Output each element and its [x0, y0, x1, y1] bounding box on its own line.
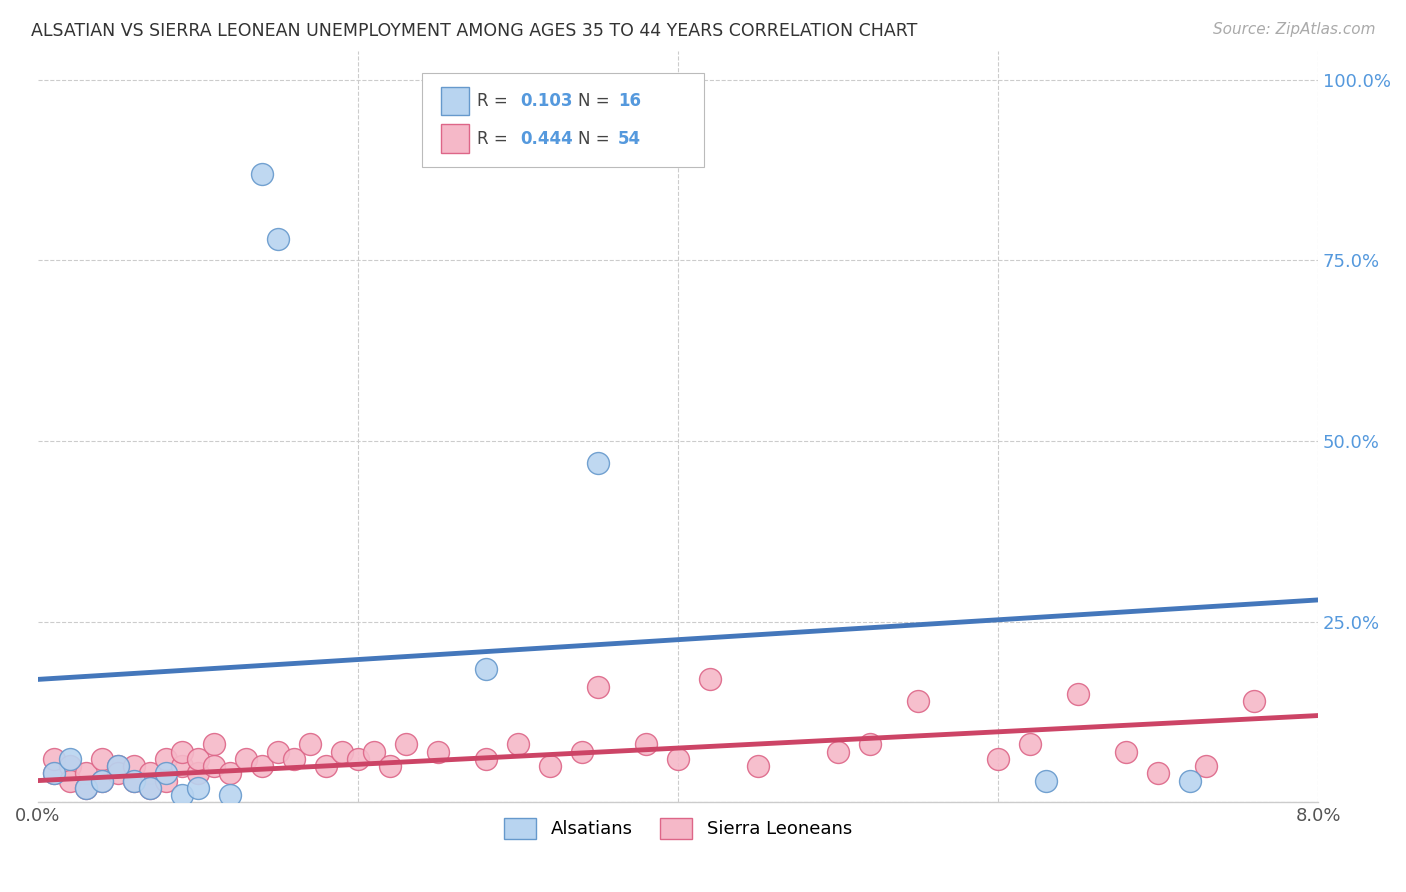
Point: [75, 780, 97, 795]
Point: [155, 766, 177, 780]
Point: [538, 759, 561, 773]
Point: [426, 745, 449, 759]
Point: [699, 673, 721, 687]
Text: ALSATIAN VS SIERRA LEONEAN UNEMPLOYMENT AMONG AGES 35 TO 44 YEARS CORRELATION CH: ALSATIAN VS SIERRA LEONEAN UNEMPLOYMENT …: [31, 22, 917, 40]
Point: [250, 759, 273, 773]
Text: 16: 16: [617, 92, 641, 110]
Point: [218, 788, 240, 802]
Point: [506, 738, 529, 752]
Point: [59, 773, 82, 788]
Point: [90, 752, 112, 766]
Point: [90, 773, 112, 788]
Point: [1147, 766, 1170, 780]
Point: [59, 752, 82, 766]
Point: [859, 738, 882, 752]
Point: [75, 780, 97, 795]
Point: [363, 745, 385, 759]
Text: 0.103: 0.103: [520, 92, 572, 110]
Point: [202, 759, 225, 773]
Point: [1067, 687, 1090, 701]
Point: [666, 752, 689, 766]
Text: Source: ZipAtlas.com: Source: ZipAtlas.com: [1212, 22, 1375, 37]
Point: [315, 759, 337, 773]
Bar: [441, 87, 470, 115]
Point: [42, 766, 65, 780]
Point: [346, 752, 368, 766]
FancyBboxPatch shape: [422, 73, 703, 167]
Point: [235, 752, 257, 766]
Point: [202, 738, 225, 752]
Point: [283, 752, 305, 766]
Point: [571, 745, 593, 759]
Point: [1243, 694, 1265, 708]
Point: [267, 231, 290, 245]
Point: [250, 167, 273, 181]
Point: [122, 773, 145, 788]
Point: [90, 773, 112, 788]
Point: [827, 745, 849, 759]
Point: [107, 759, 129, 773]
Point: [138, 766, 160, 780]
Point: [586, 456, 609, 470]
Text: 54: 54: [617, 129, 641, 147]
Point: [170, 788, 193, 802]
Point: [155, 773, 177, 788]
Point: [330, 745, 353, 759]
Text: R =: R =: [477, 92, 513, 110]
Text: R =: R =: [477, 129, 513, 147]
Point: [475, 662, 498, 676]
Point: [1115, 745, 1137, 759]
Point: [747, 759, 769, 773]
Point: [1035, 773, 1057, 788]
Point: [170, 759, 193, 773]
Point: [42, 766, 65, 780]
Point: [298, 738, 321, 752]
Point: [42, 752, 65, 766]
Point: [107, 766, 129, 780]
Point: [987, 752, 1010, 766]
Text: N =: N =: [578, 92, 614, 110]
Point: [586, 680, 609, 694]
Point: [122, 773, 145, 788]
Point: [475, 752, 498, 766]
Point: [218, 766, 240, 780]
Point: [1019, 738, 1042, 752]
Point: [59, 759, 82, 773]
Point: [138, 780, 160, 795]
Point: [378, 759, 401, 773]
Point: [122, 759, 145, 773]
Point: [138, 780, 160, 795]
Point: [75, 766, 97, 780]
Legend: Alsatians, Sierra Leoneans: Alsatians, Sierra Leoneans: [496, 811, 859, 846]
Point: [187, 766, 209, 780]
Point: [187, 780, 209, 795]
Text: N =: N =: [578, 129, 614, 147]
Point: [907, 694, 929, 708]
Point: [1195, 759, 1218, 773]
Point: [155, 752, 177, 766]
Point: [634, 738, 657, 752]
Point: [1178, 773, 1201, 788]
Point: [107, 759, 129, 773]
Point: [187, 752, 209, 766]
Point: [267, 745, 290, 759]
Text: 0.444: 0.444: [520, 129, 574, 147]
Point: [170, 745, 193, 759]
Bar: [441, 124, 470, 153]
Point: [395, 738, 418, 752]
